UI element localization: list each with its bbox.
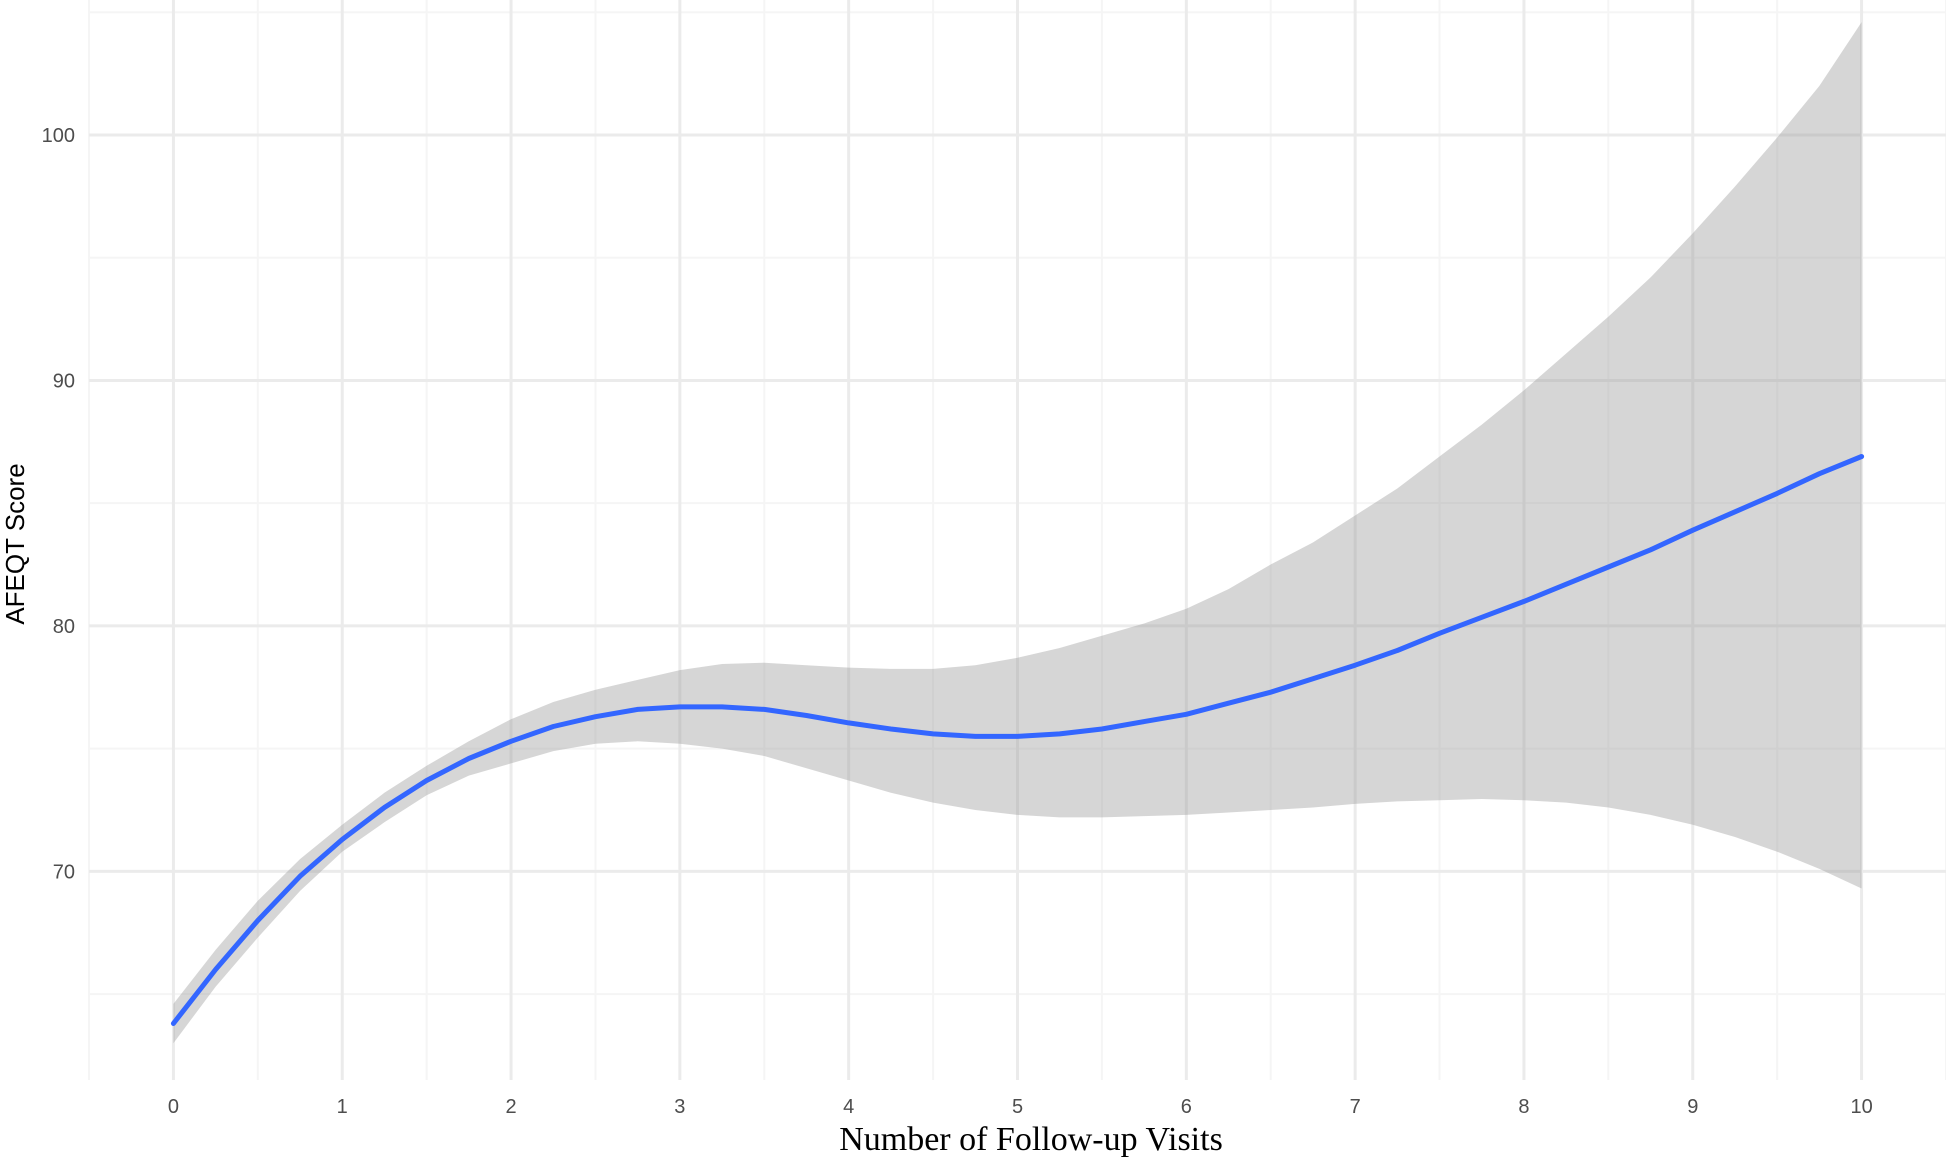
y-tick-label: 90: [53, 370, 75, 392]
x-axis-tick-labels: 0 1 2 3 4 5 6 7 8 9 10: [168, 1096, 1873, 1118]
x-tick-label: 3: [674, 1096, 685, 1118]
y-tick-label: 80: [53, 616, 75, 638]
x-tick-label: 10: [1850, 1096, 1872, 1118]
x-tick-label: 1: [337, 1096, 348, 1118]
x-tick-label: 0: [168, 1096, 179, 1118]
x-tick-label: 7: [1350, 1096, 1361, 1118]
x-axis-label: Number of Follow-up Visits: [839, 1121, 1223, 1158]
x-tick-label: 9: [1687, 1096, 1698, 1118]
y-tick-label: 100: [42, 125, 75, 147]
smoothed-trend-line: [170, 454, 1865, 1026]
x-tick-label: 8: [1518, 1096, 1529, 1118]
x-tick-label: 2: [505, 1096, 516, 1118]
y-axis-label: AFEQT Score: [0, 463, 30, 624]
major-gridlines: [89, 0, 1946, 1080]
x-tick-label: 4: [843, 1096, 854, 1118]
x-tick-label: 6: [1181, 1096, 1192, 1118]
confidence-band: [173, 22, 1862, 1044]
y-tick-label: 70: [53, 861, 75, 883]
y-axis-tick-labels: 70 80 90 100: [42, 125, 75, 883]
x-tick-label: 5: [1012, 1096, 1023, 1118]
